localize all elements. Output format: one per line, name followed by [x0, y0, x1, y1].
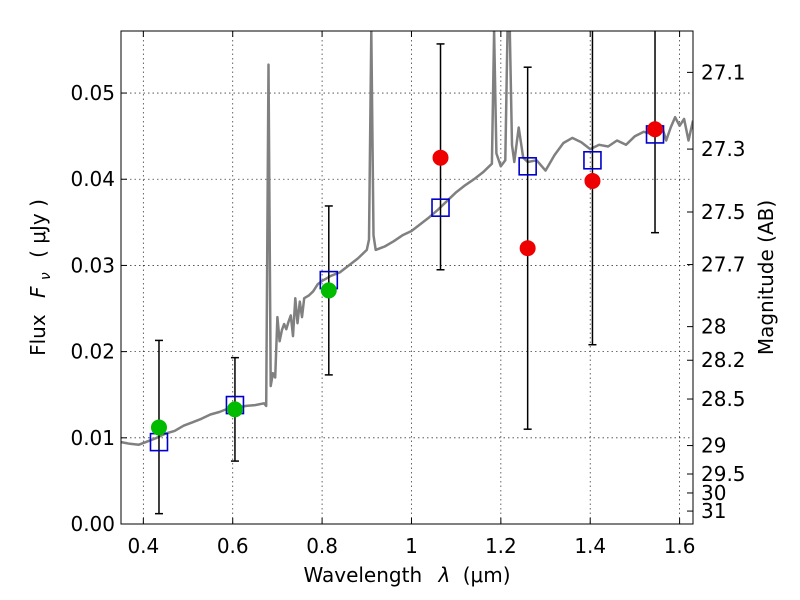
y-axis-label: Flux F ν ( μJy ): [26, 199, 55, 356]
y-axis-label-prefix: Flux: [26, 314, 50, 356]
x-tick-label: 1: [405, 534, 418, 558]
red-detection-point: [584, 172, 601, 189]
y-tick-label: 0.03: [70, 253, 115, 277]
x-axis-label: Wavelength λ (μm): [303, 563, 510, 587]
x-tick-label: 0.4: [127, 534, 159, 558]
plot-frame: [120, 30, 694, 525]
red-detection-point: [519, 240, 536, 257]
green-detection-point: [320, 282, 337, 299]
y-axis-label-symbol: F: [26, 286, 50, 298]
right-tick-label: 28.5: [701, 387, 746, 411]
right-tick-label: 28.2: [701, 348, 746, 372]
right-tick-label: 31: [701, 499, 726, 523]
right-tick-label: 27.5: [701, 200, 746, 224]
spectrum-line: [121, 31, 693, 446]
green-detection-point: [226, 401, 243, 418]
y-tick-label: 0.05: [70, 81, 115, 105]
x-axis-label-units: (μm): [463, 563, 511, 587]
y-tick-label: 0.00: [70, 512, 115, 536]
tick-layer: [121, 31, 693, 525]
model-square-marker: [583, 150, 602, 170]
right-tick-label: 29.5: [701, 462, 746, 486]
x-tick-label: 0.8: [306, 534, 338, 558]
red-detection-point: [647, 121, 664, 138]
red-detection-point: [432, 149, 449, 166]
y-tick-label: 0.02: [70, 340, 115, 364]
model-square-layer: [149, 125, 665, 452]
x-axis-label-prefix: Wavelength: [303, 563, 422, 587]
model-square-marker: [431, 198, 450, 217]
y-tick-label: 0.04: [70, 167, 115, 191]
right-tick-label: 28: [701, 315, 726, 339]
x-axis-label-symbol: λ: [438, 563, 451, 587]
green-detection-point: [150, 419, 167, 436]
x-tick-label: 1.6: [664, 534, 696, 558]
x-tick-label: 1.2: [485, 534, 517, 558]
model-square-marker: [518, 157, 537, 176]
right-tick-label: 30: [701, 481, 726, 505]
right-tick-label: 27.7: [701, 253, 746, 277]
errorbar-layer: [154, 31, 660, 515]
right-tick-label: 27.1: [701, 60, 746, 84]
right-tick-label: 29: [701, 434, 726, 458]
right-tick-label: 27.3: [701, 137, 746, 161]
x-tick-label: 1.4: [574, 534, 606, 558]
spectrum-layer: [121, 31, 693, 446]
detection-layer: [150, 121, 664, 436]
y-axis-label-subscript: ν: [38, 272, 54, 280]
grid-layer: [121, 31, 693, 525]
y-axis-label-units: ( μJy ): [26, 199, 50, 258]
right-axis-label: Magnitude (AB): [754, 200, 778, 355]
x-tick-label: 0.6: [217, 534, 249, 558]
tick-label-layer: 0.4 0.6 0.8 1 1.2 1.4 1.6 0.00 0.01 0.02 0.03 0.04 0…: [70, 60, 745, 558]
y-tick-label: 0.01: [70, 426, 115, 450]
